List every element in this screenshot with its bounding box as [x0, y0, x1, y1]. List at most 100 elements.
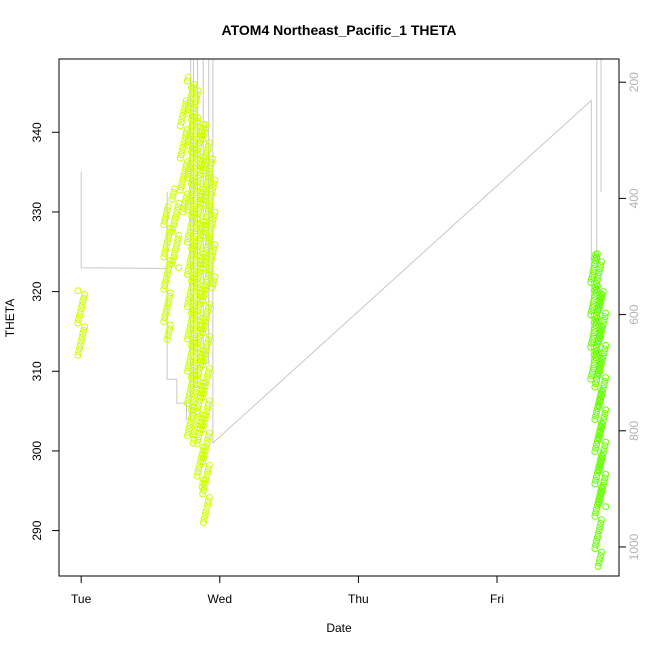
data-point	[79, 298, 87, 306]
data-point	[195, 400, 203, 408]
data-point	[199, 232, 207, 240]
data-point	[208, 158, 215, 166]
data-point	[205, 169, 213, 177]
data-point	[591, 416, 599, 423]
data-point	[195, 304, 203, 311]
data-point	[204, 307, 212, 315]
data-point	[179, 176, 187, 184]
data-point	[204, 304, 212, 311]
data-point	[596, 463, 604, 471]
data-point	[200, 418, 208, 426]
data-point	[204, 339, 212, 347]
data-point	[591, 254, 599, 262]
data-point	[595, 402, 603, 410]
data-point	[211, 176, 219, 184]
data-point	[598, 324, 606, 331]
depth-line	[80, 58, 602, 445]
data-point	[602, 374, 610, 382]
data-point	[163, 335, 171, 343]
data-point	[602, 470, 610, 478]
data-point	[207, 194, 215, 202]
data-point	[598, 456, 605, 464]
data-point	[162, 275, 170, 282]
data-point	[184, 73, 192, 81]
data-point	[597, 427, 605, 435]
data-point	[191, 101, 199, 109]
data-point	[595, 435, 603, 443]
data-point	[200, 257, 208, 265]
data-point	[591, 286, 599, 294]
data-point	[164, 203, 172, 211]
data-point	[200, 386, 208, 394]
data-point	[160, 318, 168, 325]
data-point	[599, 288, 607, 296]
data-point	[591, 319, 599, 327]
data-point	[81, 290, 88, 298]
data-point	[180, 172, 188, 180]
data-point	[601, 442, 609, 450]
data-point	[176, 154, 184, 162]
data-point	[602, 503, 610, 511]
data-point	[162, 278, 169, 286]
data-point	[598, 295, 605, 303]
data-point	[182, 194, 190, 202]
data-point	[201, 124, 209, 132]
data-point	[203, 214, 211, 222]
data-point	[195, 175, 203, 182]
data-point	[206, 230, 214, 238]
y-tick-label: 310	[30, 361, 44, 381]
data-point	[195, 465, 203, 473]
data-point	[199, 361, 207, 369]
data-point	[193, 375, 201, 383]
data-point	[206, 198, 214, 206]
data-point	[602, 406, 610, 414]
data-point	[597, 552, 605, 560]
data-point	[203, 246, 211, 254]
data-point	[199, 357, 207, 365]
data-point	[181, 165, 189, 173]
data-point	[203, 149, 211, 157]
data-point	[160, 253, 168, 261]
data-point	[205, 201, 213, 209]
data-point	[595, 559, 603, 567]
data-point	[200, 515, 208, 523]
data-point	[205, 266, 213, 274]
data-point	[202, 250, 210, 258]
data-point	[591, 448, 599, 456]
y2-tick-label: 800	[627, 420, 641, 440]
data-point	[178, 179, 186, 187]
data-point	[162, 307, 170, 315]
data-point	[593, 441, 600, 449]
data-point	[204, 173, 212, 180]
data-point	[194, 178, 202, 186]
data-point	[171, 214, 179, 221]
data-point	[193, 117, 201, 125]
data-point	[199, 519, 207, 527]
data-point	[208, 187, 216, 195]
data-point	[199, 458, 207, 466]
data-point	[596, 265, 604, 273]
data-point	[195, 142, 203, 150]
data-point	[602, 438, 610, 446]
data-point	[181, 133, 189, 141]
data-point	[202, 153, 210, 161]
data-point	[202, 443, 210, 451]
data-point	[194, 114, 202, 122]
data-point	[600, 381, 608, 389]
data-point	[598, 420, 606, 428]
axes: Tue Wed Thu Fri 290 300 310 320 330 340 200 400 600 8…	[30, 58, 641, 606]
data-point	[595, 269, 603, 276]
data-point	[205, 494, 213, 501]
data-point	[206, 262, 214, 270]
data-point	[202, 379, 210, 387]
data-point	[600, 316, 608, 324]
data-point	[74, 351, 82, 359]
data-point	[591, 512, 599, 520]
data-point	[178, 115, 186, 123]
data-point	[166, 292, 174, 300]
data-point	[161, 249, 169, 257]
data-point	[193, 94, 200, 102]
data-point	[210, 244, 218, 252]
data-point	[596, 334, 604, 342]
data-point	[207, 226, 215, 234]
